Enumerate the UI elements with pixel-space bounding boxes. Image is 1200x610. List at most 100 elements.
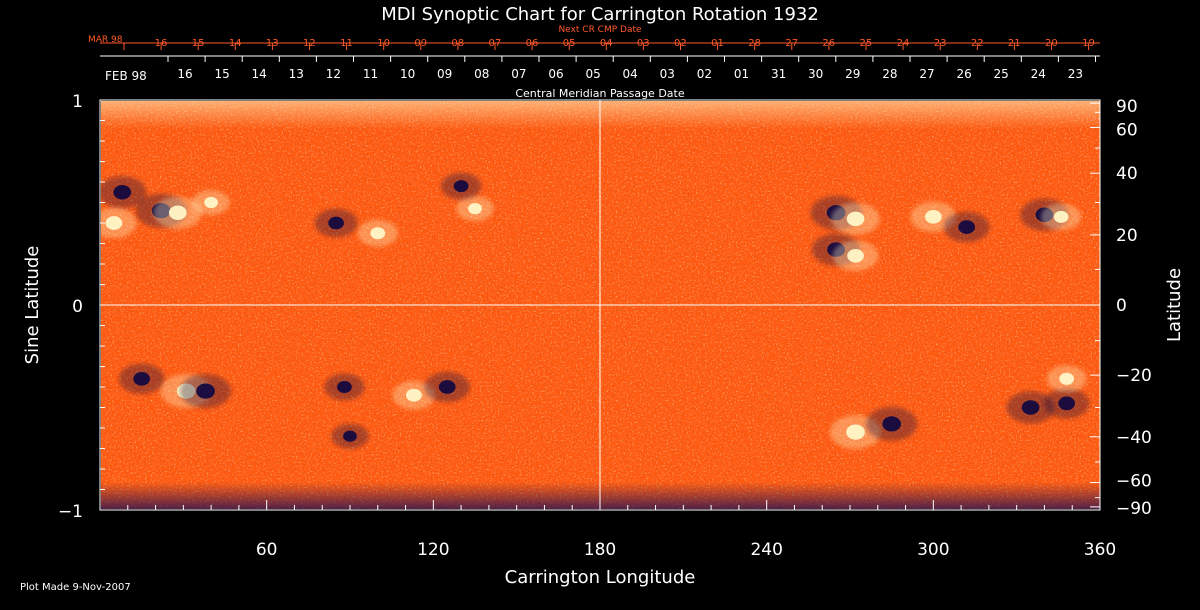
bottom-axis-tick-label: 240: [750, 540, 782, 560]
left-axis-tick-label: 1: [72, 92, 83, 112]
next-cr-tick-label: 13: [266, 38, 279, 49]
next-cr-tick-label: 02: [674, 38, 687, 49]
next-cr-tick-label: 26: [822, 38, 835, 49]
active-region-core: [168, 205, 187, 220]
cmp-tick-label: 02: [697, 67, 712, 81]
cmp-tick-label: 27: [919, 67, 934, 81]
bottom-axis-tick-label: 120: [417, 540, 449, 560]
cmp-tick-label: 12: [326, 67, 341, 81]
cmp-tick-label: 31: [771, 67, 786, 81]
cmp-tick-label: 03: [660, 67, 675, 81]
next-cr-tick-label: 05: [563, 38, 576, 49]
next-cr-tick-label: 24: [897, 38, 910, 49]
cmp-tick-label: 01: [734, 67, 749, 81]
active-region-core: [1059, 372, 1075, 385]
left-axis: 1 0 −1: [58, 92, 110, 522]
active-region-core: [958, 220, 976, 234]
cmp-tick-label: 15: [214, 67, 229, 81]
cmp-tick-label: 08: [474, 67, 489, 81]
right-axis-tick-label: 90: [1116, 97, 1138, 117]
cmp-tick-label: 13: [289, 67, 304, 81]
cmp-tick-label: 29: [845, 67, 860, 81]
next-cr-tick-label: 20: [1045, 38, 1058, 49]
active-region-core: [370, 227, 386, 240]
next-cr-tick-label: 21: [1008, 38, 1021, 49]
active-region-core: [1053, 210, 1069, 223]
active-region-core: [468, 203, 482, 215]
right-axis-tick-label: 60: [1116, 120, 1138, 140]
next-cr-tick-label: 09: [414, 38, 427, 49]
left-axis-tick-label: −1: [58, 502, 83, 522]
cmp-ticks: 16 15 14 13 12 11 10 09 08 07 06 05 04 03 02 01 31 30 29 28…: [167, 56, 1096, 81]
next-cr-tick-label: 08: [451, 38, 464, 49]
bottom-axis-tick-label: 300: [917, 540, 949, 560]
active-region-core: [204, 196, 218, 209]
active-region-core: [846, 211, 865, 227]
active-region-core: [406, 388, 422, 402]
next-cr-tick-label: 23: [934, 38, 947, 49]
next-cr-tick-label: 04: [600, 38, 613, 49]
next-cr-tick-label: 07: [489, 38, 502, 49]
right-axis-tick-label: −20: [1116, 366, 1152, 386]
cmp-tick-label: 23: [1068, 67, 1083, 81]
next-cr-tick-label: 16: [155, 38, 168, 49]
cmp-tick-label: 06: [548, 67, 563, 81]
active-region-core: [847, 248, 864, 263]
next-cr-caption: Next CR CMP Date: [558, 25, 642, 35]
bottom-axis-tick-label: 360: [1084, 540, 1116, 560]
gridlines: [100, 100, 1100, 510]
cmp-tick-label: 30: [808, 67, 823, 81]
next-cr-tick-label: 11: [340, 38, 353, 49]
active-region-core: [113, 185, 132, 200]
plot-made-note: Plot Made 9-Nov-2007: [20, 582, 131, 593]
bottom-axis-tick-label: 60: [256, 540, 278, 560]
active-region-core: [337, 380, 352, 394]
right-axis-tick-label: 0: [1116, 296, 1127, 316]
right-axis-tick-label: −60: [1116, 472, 1152, 492]
cmp-tick-label: 16: [177, 67, 192, 81]
active-region-core: [133, 371, 151, 386]
active-region-core: [1021, 400, 1040, 415]
cmp-tick-label: 11: [363, 67, 378, 81]
y-axis-label-left: Sine Latitude: [22, 246, 43, 365]
active-region-core: [438, 380, 456, 394]
active-region-core: [453, 180, 469, 193]
y-axis-label-right: Latitude: [1164, 268, 1185, 342]
next-cr-month-label: MAR 98: [88, 35, 123, 45]
next-cr-tick-label: 01: [711, 38, 724, 49]
cmp-tick-label: 28: [882, 67, 897, 81]
right-axis-tick-label: −40: [1116, 428, 1152, 448]
next-cr-tick-label: 22: [971, 38, 984, 49]
next-cr-tick-label: 03: [637, 38, 650, 49]
active-region-core: [1058, 396, 1076, 411]
bottom-axis: 60 120 180 240 300 360: [99, 500, 1116, 560]
cmp-tick-label: 25: [994, 67, 1009, 81]
next-cr-tick-label: 28: [748, 38, 761, 49]
next-cr-cmp-axis: Next CR CMP Date MAR 98 16 15 14 13 12 11 10 09…: [88, 25, 1100, 50]
cmp-tick-label: 09: [437, 67, 452, 81]
cmp-date-axis: FEB 98 Central Meridian Passage Date 16 1…: [100, 55, 1100, 100]
cmp-month-label: FEB 98: [105, 69, 147, 83]
left-axis-tick-label: 0: [72, 297, 83, 317]
next-cr-tick-label: 19: [1082, 38, 1095, 49]
active-region-core: [846, 424, 865, 440]
right-axis-tick-label: −90: [1116, 499, 1152, 519]
next-cr-tick-label: 27: [785, 38, 798, 49]
active-region-core: [343, 430, 357, 442]
next-cr-tick-label: 12: [303, 38, 316, 49]
active-region-core: [924, 210, 942, 224]
active-region-core: [196, 383, 215, 399]
right-axis-tick-label: 20: [1116, 226, 1138, 246]
next-cr-tick-label: 14: [229, 38, 242, 49]
x-axis-label: Carrington Longitude: [505, 567, 696, 588]
cmp-tick-label: 05: [585, 67, 600, 81]
active-regions: [101, 172, 1090, 450]
active-region-core: [328, 216, 344, 230]
next-cr-tick-label: 15: [192, 38, 205, 49]
chart-title: MDI Synoptic Chart for Carrington Rotati…: [381, 4, 819, 25]
next-cr-tick-label: 10: [377, 38, 390, 49]
right-axis-tick-label: 40: [1116, 164, 1138, 184]
cmp-tick-label: 10: [400, 67, 415, 81]
cmp-tick-label: 24: [1031, 67, 1046, 81]
